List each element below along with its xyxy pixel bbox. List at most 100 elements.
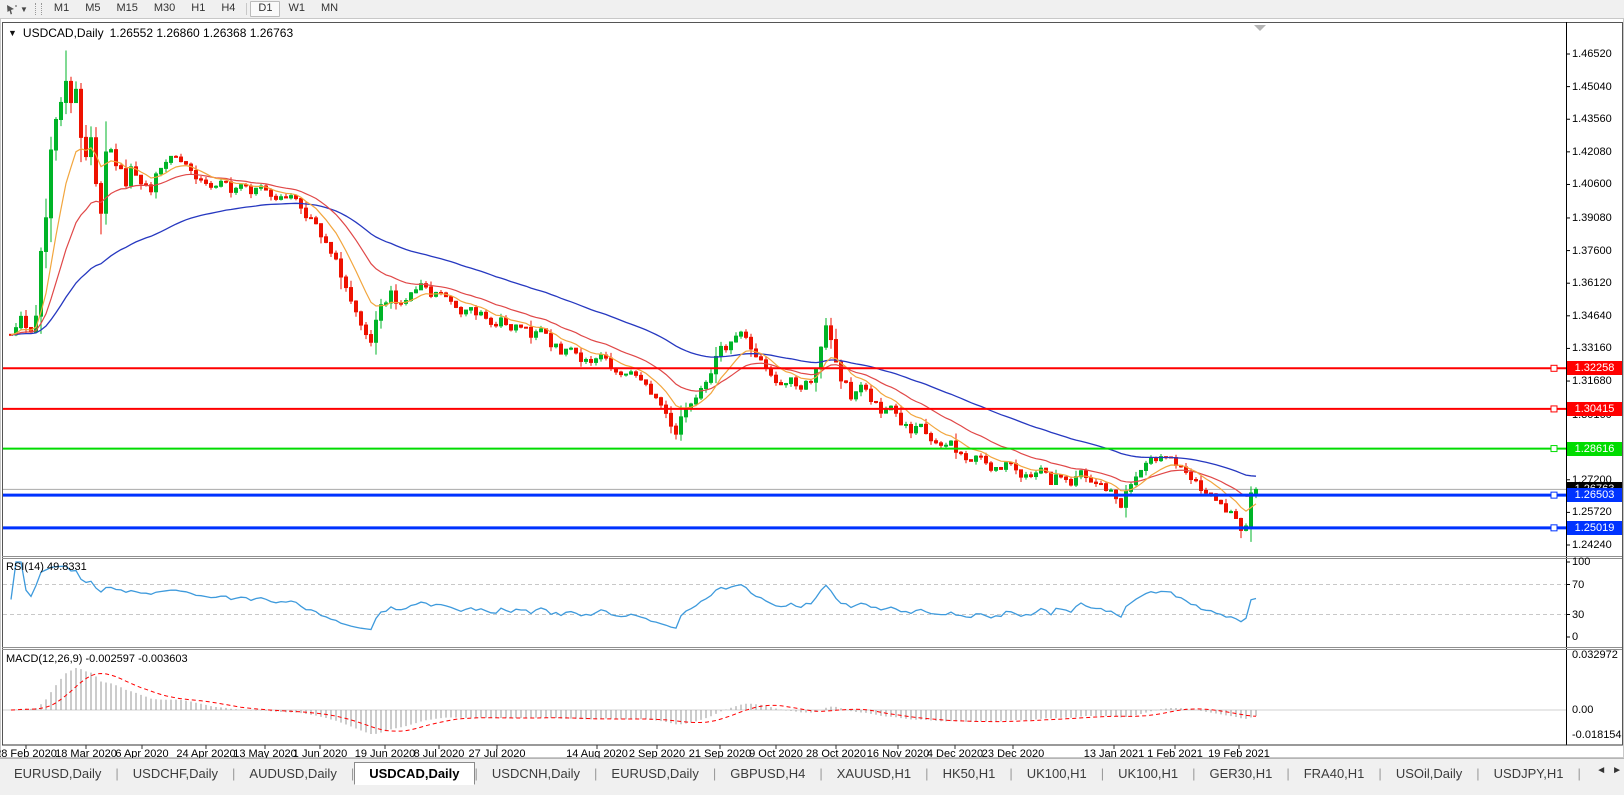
timeframe-button-w1[interactable]: W1 <box>288 2 305 14</box>
candles-layer <box>9 50 1258 542</box>
ma-slow-line <box>10 202 1257 477</box>
macd-tick-label: 0.032972 <box>1572 649 1618 661</box>
tab-scroll-left-button[interactable]: ◄ <box>1596 765 1607 776</box>
date-tick-label: 6 Apr 2020 <box>115 748 169 760</box>
hline-badge-1.25019: 1.25019 <box>1567 520 1622 535</box>
tab-item-gbpusd-h4[interactable]: GBPUSD,H4 <box>730 766 806 781</box>
price-tick-label: 1.45040 <box>1572 80 1612 93</box>
chart-symbol-label: USDCAD,Daily <box>22 26 104 40</box>
timeframe-button-m5[interactable]: M5 <box>85 2 101 14</box>
chart-border <box>2 22 1623 746</box>
cursor-tool-icon[interactable] <box>3 2 19 16</box>
tab-scroll-right-button[interactable]: ► <box>1612 765 1622 776</box>
date-tick-label: 19 Jun 2020 <box>354 748 416 760</box>
hline-badge-1.28616: 1.28616 <box>1567 441 1622 456</box>
tab-item-ger30-h1[interactable]: GER30,H1 <box>1209 766 1273 781</box>
tab-item-eurusd-daily[interactable]: EURUSD,Daily <box>14 766 102 781</box>
price-tick-label: 1.46520 <box>1572 48 1612 60</box>
chart-surface[interactable] <box>0 18 1624 758</box>
tab-item-usoil-daily[interactable]: USOil,Daily <box>1395 766 1463 781</box>
rsi-line <box>10 561 1257 631</box>
hline-handle-1.32258[interactable] <box>1550 364 1558 372</box>
date-tick-label: 24 Apr 2020 <box>176 748 236 760</box>
timeframe-button-m1[interactable]: M1 <box>53 2 70 14</box>
price-tick-label: 1.34640 <box>1572 309 1612 322</box>
price-tick-label: 1.40600 <box>1572 178 1612 191</box>
tab-separator: | <box>232 766 236 781</box>
hline-badge-1.30415: 1.30415 <box>1567 401 1622 416</box>
chart-tabs: EURUSD,Daily | USDCHF,Daily | AUDUSD,Daily | U… <box>0 762 1594 785</box>
macd-tick-label: -0.018154 <box>1572 729 1622 741</box>
price-tick-label: 1.25720 <box>1572 506 1612 519</box>
tab-separator: | <box>594 766 598 781</box>
price-tick-label: 1.37600 <box>1572 244 1612 257</box>
hline-badge-1.26503: 1.26503 <box>1567 488 1622 503</box>
date-tick-label: 13 Jan 2021 <box>1083 748 1145 760</box>
tab-separator: | <box>115 766 119 781</box>
date-tick-label: 2 Sep 2020 <box>628 748 686 760</box>
hline-handle-1.25019[interactable] <box>1550 524 1558 532</box>
window-edge <box>0 18 1624 758</box>
chart-title: ▼ USDCAD,Daily 1.26552 1.26860 1.26368 1… <box>8 26 293 40</box>
tab-separator: | <box>925 766 929 781</box>
timeframe-button-h1[interactable]: H1 <box>191 2 206 14</box>
price-tick-label: 1.31680 <box>1572 375 1612 388</box>
toolbar-grip[interactable] <box>34 3 42 15</box>
timeframe-button-m30[interactable]: M30 <box>153 2 176 14</box>
hline-handle-1.28616[interactable] <box>1550 445 1558 453</box>
rsi-tick-label: 70 <box>1572 578 1585 591</box>
date-tick-label: 1 Feb 2021 <box>1147 748 1203 760</box>
date-tick-label: 28 Feb 2020 <box>0 748 57 760</box>
timeframe-button-mn[interactable]: MN <box>320 2 339 14</box>
tab-separator: | <box>1286 766 1290 781</box>
tab-item-fra40-h1[interactable]: FRA40,H1 <box>1303 766 1365 781</box>
hline-handle-1.26503[interactable] <box>1550 491 1558 499</box>
tab-item-uk100-h1[interactable]: UK100,H1 <box>1026 766 1087 781</box>
tab-separator: | <box>819 766 823 781</box>
timeframe-button-m15[interactable]: M15 <box>116 2 138 14</box>
rsi-tick-label: 100 <box>1572 556 1591 568</box>
date-tick-label: 19 Feb 2021 <box>1208 748 1270 760</box>
date-tick-label: 14 Aug 2020 <box>566 748 628 760</box>
macd-tick-label: 0.00 <box>1572 704 1594 716</box>
timeframe-button-h4[interactable]: H4 <box>221 2 236 14</box>
price-tick-label: 1.43560 <box>1572 113 1612 126</box>
macd-panel-header: MACD(12,26,9) -0.002597 -0.003603 <box>6 653 188 665</box>
tab-item-hk50-h1[interactable]: HK50,H1 <box>942 766 996 781</box>
tab-item-uk100-h1[interactable]: UK100,H1 <box>1118 766 1179 781</box>
ma-fast-line <box>10 147 1257 512</box>
chart-ohlc-values: 1.26552 1.26860 1.26368 1.26763 <box>109 26 294 40</box>
tab-item-usdjpy-h1[interactable]: USDJPY,H1 <box>1493 766 1564 781</box>
chart-shift-marker-icon[interactable] <box>1254 25 1266 31</box>
timeframe-button-d1[interactable]: D1 <box>250 1 281 17</box>
timeframe-buttons: M1 M5 M15 M30 H1 H4 D1 W1 MN <box>46 1 346 17</box>
tab-item-usdcad-daily[interactable]: USDCAD,Daily <box>354 762 475 785</box>
macd-signal-line <box>10 672 1257 732</box>
rsi-tick-label: 0 <box>1572 631 1579 643</box>
tab-item-dj30-daily[interactable]: DJ30,Daily <box>1581 762 1594 785</box>
rsi-tick-label: 30 <box>1572 608 1585 621</box>
cursor-dropdown-caret-icon[interactable]: ▼ <box>20 4 28 14</box>
date-tick-label: 27 Jul 2020 <box>468 748 526 760</box>
date-tick-label: 9 Oct 2020 <box>749 748 803 760</box>
price-tick-label: 1.33160 <box>1572 342 1612 355</box>
tab-separator: | <box>1378 766 1382 781</box>
tab-item-usdchf-daily[interactable]: USDCHF,Daily <box>132 766 219 781</box>
tab-separator: | <box>1577 766 1581 781</box>
tab-item-usdcnh-daily[interactable]: USDCNH,Daily <box>491 766 581 781</box>
chart-window: ▼ USDCAD,Daily 1.26552 1.26860 1.26368 1… <box>0 18 1624 760</box>
date-tick-label: 21 Sep 2020 <box>688 748 752 760</box>
ma-mid-line <box>10 173 1257 497</box>
toolbar-separator <box>246 3 248 15</box>
tab-separator: | <box>1192 766 1196 781</box>
tab-item-eurusd-daily[interactable]: EURUSD,Daily <box>611 766 699 781</box>
date-tick-label: 23 Dec 2020 <box>981 748 1045 760</box>
tab-item-xauusd-h1[interactable]: XAUUSD,H1 <box>836 766 912 781</box>
rsi-panel-header: RSI(14) 49.8331 <box>6 561 87 573</box>
tab-separator: | <box>350 766 355 781</box>
tab-item-audusd-daily[interactable]: AUDUSD,Daily <box>249 766 337 781</box>
hline-handle-1.30415[interactable] <box>1550 405 1558 413</box>
symbol-dropdown-icon[interactable]: ▼ <box>8 28 17 38</box>
date-tick-label: 18 Mar 2020 <box>55 748 117 760</box>
price-tick-label: 1.36120 <box>1572 277 1612 290</box>
